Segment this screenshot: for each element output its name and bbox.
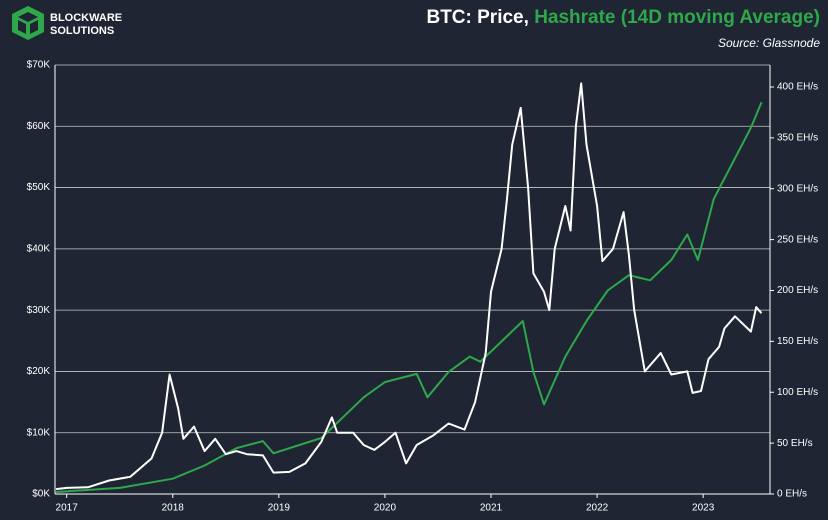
logo-text: SOLUTIONS xyxy=(50,25,114,37)
y2-tick-label: 0 EH/s xyxy=(777,489,807,500)
series-line xyxy=(55,82,763,491)
y-tick-label: $20K xyxy=(27,366,51,377)
x-tick-label: 2020 xyxy=(374,503,397,514)
y2-tick-label: 50 EH/s xyxy=(777,438,813,449)
x-tick-label: 2023 xyxy=(692,503,715,514)
chart-title: BTC: Price, Hashrate (14D moving Average… xyxy=(426,7,820,28)
title-series: Hashrate (14D moving Average) xyxy=(534,7,820,28)
title-text: BTC: Price, xyxy=(426,7,528,28)
y-tick-label: $70K xyxy=(27,60,51,71)
x-tick-label: 2021 xyxy=(480,503,503,514)
x-tick-label: 2019 xyxy=(268,503,291,514)
y2-tick-label: 300 EH/s xyxy=(777,183,818,194)
y-tick-label: $10K xyxy=(27,427,51,438)
y-tick-label: $30K xyxy=(27,305,51,316)
logo-cube xyxy=(18,12,38,22)
source: Source: Glassnode xyxy=(718,36,820,50)
y-tick-label: $60K xyxy=(27,121,51,132)
y-tick-label: $0K xyxy=(32,489,50,500)
y2-tick-label: 250 EH/s xyxy=(777,234,818,245)
y2-tick-label: 350 EH/s xyxy=(777,132,818,143)
x-tick-label: 2022 xyxy=(586,503,609,514)
logo-cube xyxy=(18,20,26,34)
y2-tick-label: 150 EH/s xyxy=(777,336,818,347)
series-line xyxy=(56,101,763,493)
x-tick-label: 2018 xyxy=(162,503,185,514)
logo-text: BLOCKWARE xyxy=(50,12,122,24)
x-tick-label: 2017 xyxy=(56,503,79,514)
logo-hex xyxy=(12,6,44,40)
y-tick-label: $40K xyxy=(27,243,51,254)
y-tick-label: $50K xyxy=(27,182,51,193)
y2-tick-label: 100 EH/s xyxy=(777,387,818,398)
logo: BLOCKWARE SOLUTIONS xyxy=(12,6,122,40)
logo-cube xyxy=(30,20,38,34)
y2-tick-label: 200 EH/s xyxy=(777,285,818,296)
y2-tick-label: 400 EH/s xyxy=(777,82,818,93)
